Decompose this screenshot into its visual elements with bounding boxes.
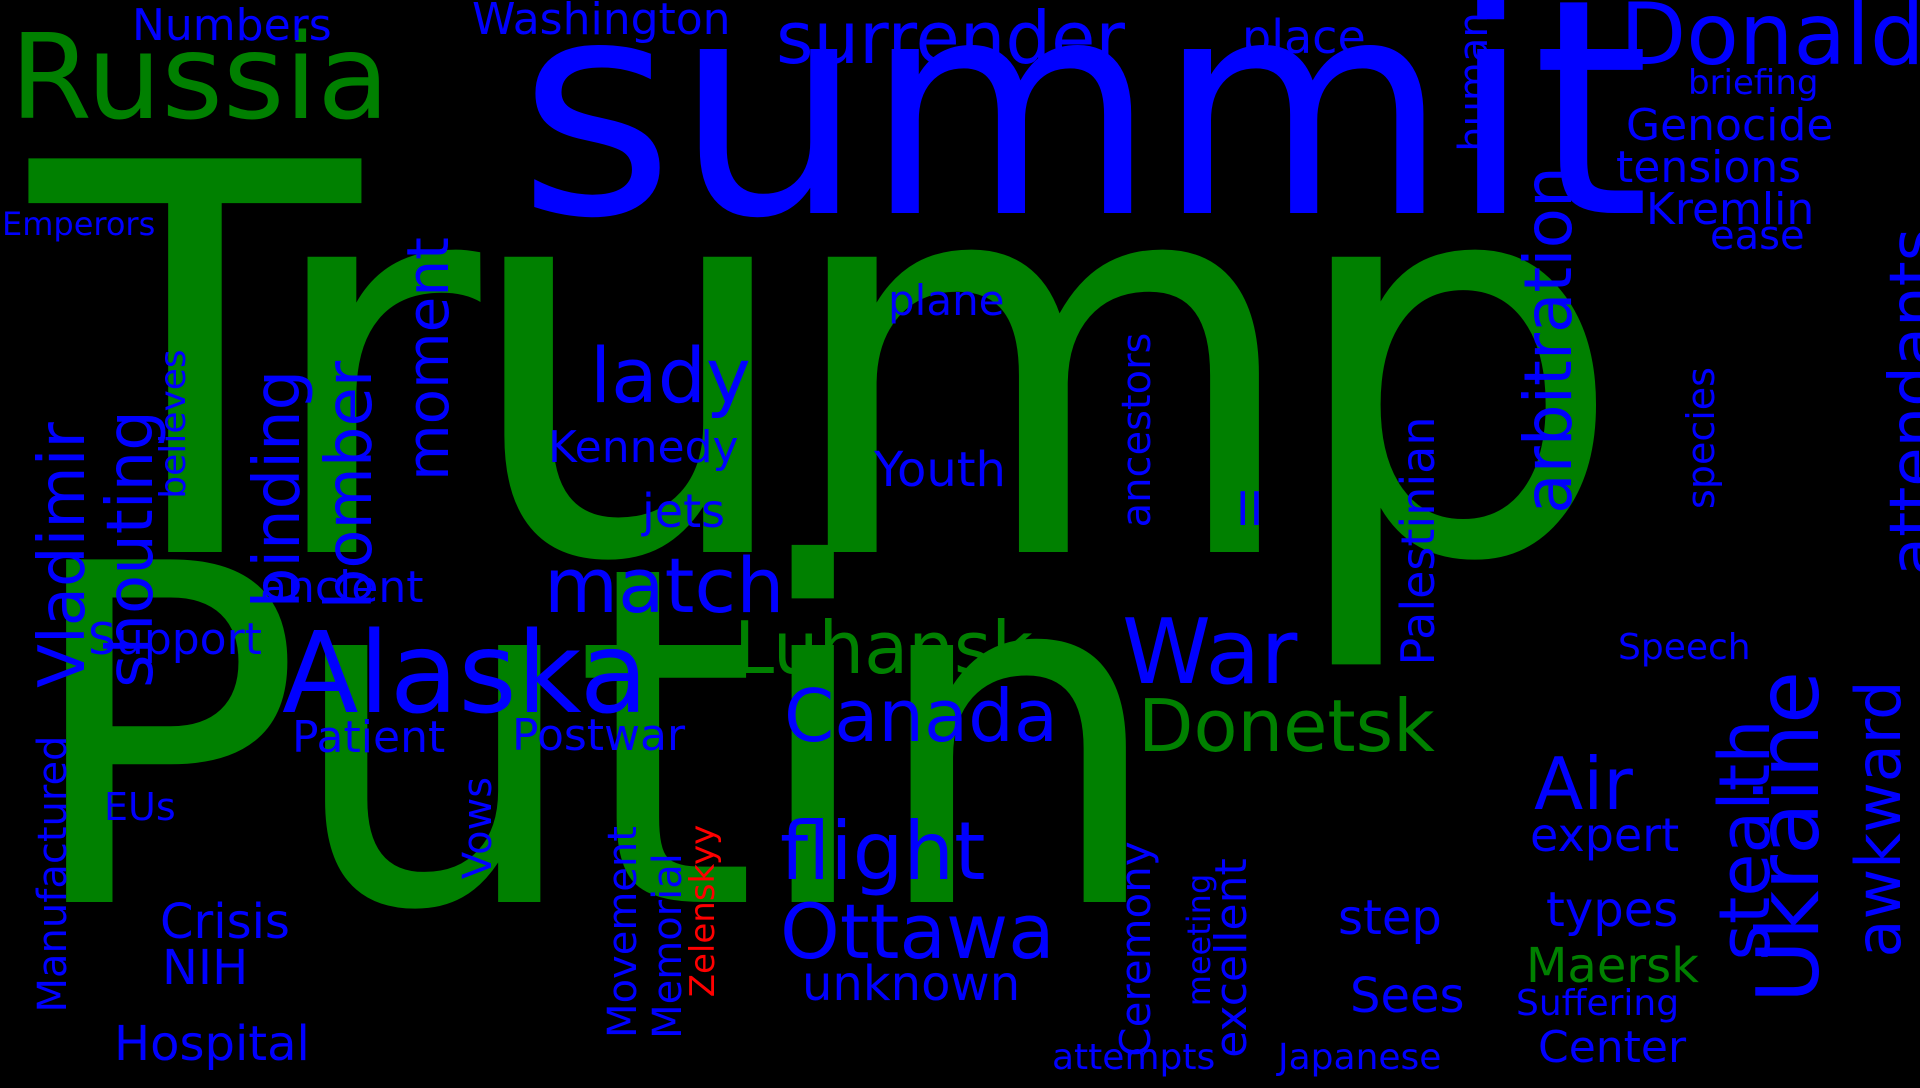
- word-kremlin: Kremlin: [1646, 184, 1815, 235]
- word-trump: Trump: [30, 52, 1626, 680]
- word-palestinian: Palestinian: [1391, 416, 1445, 666]
- word-putin: Putin: [20, 466, 1166, 1013]
- word-youth: Youth: [874, 442, 1006, 498]
- word-donetsk: Donetsk: [1138, 684, 1435, 768]
- word-movement: Movement: [600, 826, 646, 1038]
- word-war: War: [1122, 600, 1298, 705]
- word-expert: expert: [1530, 808, 1680, 862]
- word-ottawa: Ottawa: [780, 887, 1055, 976]
- word-stealth: stealth: [1704, 719, 1786, 961]
- word-russia: Russia: [10, 8, 390, 146]
- word-luhansk: Luhansk: [734, 606, 1034, 690]
- word-maersk: Maersk: [1526, 938, 1699, 994]
- word-emperors: Emperors: [2, 205, 156, 243]
- word-unknown: unknown: [802, 956, 1021, 1012]
- word-nih: NIH: [162, 940, 249, 996]
- word-plane: plane: [888, 276, 1005, 325]
- word-believes: believes: [153, 349, 194, 499]
- word-surrender: surrender: [776, 0, 1126, 80]
- word-donald: Donald: [1620, 0, 1920, 85]
- word-zelenskyy: Zelenskyy: [683, 824, 723, 998]
- word-ease: ease: [1710, 213, 1805, 259]
- word-center: Center: [1538, 1022, 1687, 1073]
- word-awkward: awkward: [1842, 680, 1915, 958]
- word-types: types: [1546, 882, 1679, 938]
- word-crisis: Crisis: [160, 894, 290, 950]
- word-patient: Patient: [292, 712, 446, 763]
- word-ii: II: [1236, 482, 1264, 536]
- word-washington: Washington: [472, 0, 731, 45]
- word-tensions: tensions: [1616, 142, 1802, 193]
- word-jets: jets: [642, 484, 726, 538]
- word-match: match: [544, 541, 785, 630]
- word-ancestors: ancestors: [1114, 332, 1160, 528]
- word-attendants: attendants: [1877, 227, 1920, 577]
- word-japanese: Japanese: [1278, 1037, 1442, 1078]
- word-support: Support: [88, 614, 262, 665]
- word-eus: EUs: [104, 785, 176, 829]
- word-numbers: Numbers: [132, 0, 332, 51]
- word-vladimir: Vladimir: [26, 422, 100, 688]
- word-lady: lady: [590, 331, 751, 420]
- word-species: species: [1679, 367, 1723, 509]
- word-air: Air: [1534, 742, 1633, 826]
- word-summit: summit: [518, 0, 1650, 284]
- word-genocide: Genocide: [1626, 100, 1834, 151]
- word-moment: moment: [394, 237, 462, 481]
- word-speech: Speech: [1618, 627, 1751, 668]
- word-canada: Canada: [784, 674, 1058, 758]
- word-vows: Vows: [455, 776, 501, 880]
- word-sees: Sees: [1350, 968, 1465, 1024]
- word-flight: flight: [780, 805, 986, 898]
- word-human: human: [1451, 12, 1497, 152]
- word-excellent: excellent: [1206, 858, 1257, 1058]
- word-place: place: [1242, 10, 1366, 64]
- word-postwar: Postwar: [512, 710, 686, 761]
- word-alaska: Alaska: [282, 609, 649, 739]
- word-arbitration: arbitration: [1510, 166, 1587, 514]
- word-step: step: [1338, 890, 1442, 946]
- word-kennedy: Kennedy: [548, 422, 739, 473]
- word-briefing: briefing: [1688, 63, 1819, 103]
- word-ancient: ancient: [260, 562, 424, 613]
- word-hospital: Hospital: [114, 1016, 310, 1072]
- word-attempts: attempts: [1052, 1037, 1216, 1078]
- word-suffering: Suffering: [1516, 983, 1680, 1024]
- word-manufactured: Manufactured: [30, 735, 76, 1013]
